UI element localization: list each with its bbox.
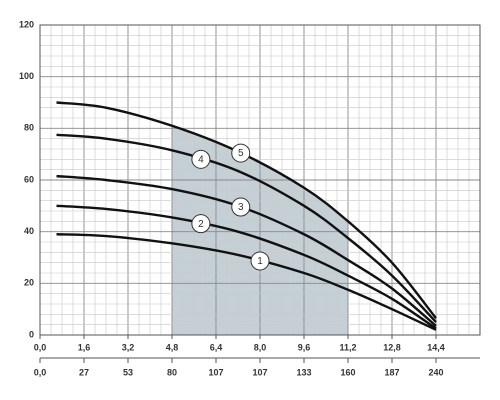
x2-tick-label: 107: [208, 367, 223, 377]
curve-label-badge: [191, 149, 211, 169]
x-tick-label: 12,8: [383, 342, 401, 352]
x2-tick-label: 240: [428, 367, 443, 377]
y-tick-label: 20: [24, 278, 34, 288]
curve-label: 1: [257, 256, 263, 267]
curve: [56, 204, 437, 330]
curve: [56, 133, 437, 323]
y-tick-label: 100: [19, 71, 34, 81]
curve-label: 2: [198, 219, 204, 230]
curve-label-badge: [250, 251, 270, 271]
curve: [56, 174, 437, 327]
x2-tick-label: 53: [123, 367, 133, 377]
curve-label-badge: [191, 214, 211, 234]
y-tick-label: 40: [24, 226, 34, 236]
curve-label: 3: [238, 202, 244, 213]
x-tick-label: 9,6: [298, 342, 311, 352]
x-tick-label: 0,0: [34, 342, 47, 352]
x2-tick-label: 27: [79, 367, 89, 377]
curve-label: 5: [238, 148, 244, 159]
y-tick-label: 120: [19, 19, 34, 29]
x2-tick-label: 0,0: [34, 367, 47, 377]
curve-label-badge: [231, 143, 251, 163]
y-tick-label: 80: [24, 123, 34, 133]
y-tick-label: 60: [24, 174, 34, 184]
x-tick-label: 3,2: [122, 342, 135, 352]
curve-label: 4: [198, 154, 204, 165]
x-tick-label: 1,6: [78, 342, 91, 352]
x-tick-label: 6,4: [210, 342, 223, 352]
x-tick-label: 8,0: [254, 342, 267, 352]
x2-tick-label: 80: [167, 367, 177, 377]
x2-tick-label: 107: [252, 367, 267, 377]
x2-tick-label: 187: [384, 367, 399, 377]
x-tick-label: 11,2: [339, 342, 356, 352]
x-tick-label: 4,8: [166, 342, 179, 352]
y-tick-label: 0: [29, 329, 34, 339]
x-tick-label: 14,4: [427, 342, 445, 352]
x2-tick-label: 160: [340, 367, 355, 377]
x2-tick-label: 133: [296, 367, 311, 377]
curve: [56, 101, 437, 319]
curve-label-badge: [231, 197, 251, 217]
